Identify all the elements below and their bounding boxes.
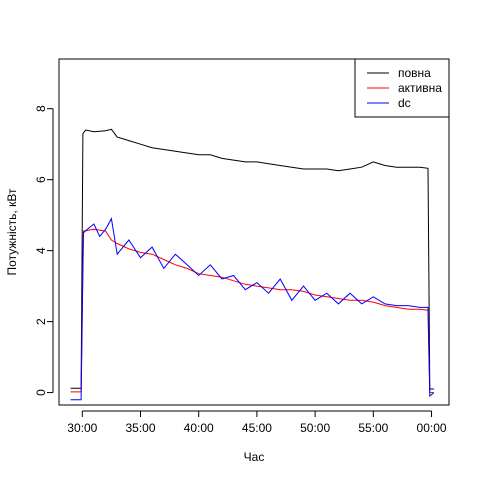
x-tick-label: 45:00 xyxy=(242,421,272,435)
y-tick-label: 2 xyxy=(34,318,48,325)
series-line-2 xyxy=(70,217,435,401)
plot-lines xyxy=(70,128,435,401)
series-line-0 xyxy=(70,128,434,390)
plot-frame xyxy=(58,58,450,406)
x-tick-label: 35:00 xyxy=(125,421,155,435)
x-tick-label: 40:00 xyxy=(184,421,214,435)
series-line-1 xyxy=(70,228,434,394)
y-axis: 0 2 4 6 8 xyxy=(34,105,54,396)
x-tick-label: 30:00 xyxy=(67,421,97,435)
y-axis-label: Потужність, кВт xyxy=(5,188,19,275)
y-tick-label: 6 xyxy=(34,176,48,183)
x-axis-label: Час xyxy=(244,450,265,464)
y-tick-label: 0 xyxy=(34,389,48,396)
y-tick-label: 8 xyxy=(34,105,48,112)
legend-label: активна xyxy=(398,81,442,95)
y-tick-label: 4 xyxy=(34,247,48,254)
legend-label: dc xyxy=(398,96,411,110)
x-tick-label: 50:00 xyxy=(300,421,330,435)
legend-label: повна xyxy=(398,66,431,80)
x-tick-label: 55:00 xyxy=(358,421,388,435)
x-axis: 30:00 35:00 40:00 45:00 50:00 55:00 00:00 xyxy=(67,410,447,435)
x-tick-label: 00:00 xyxy=(417,421,447,435)
